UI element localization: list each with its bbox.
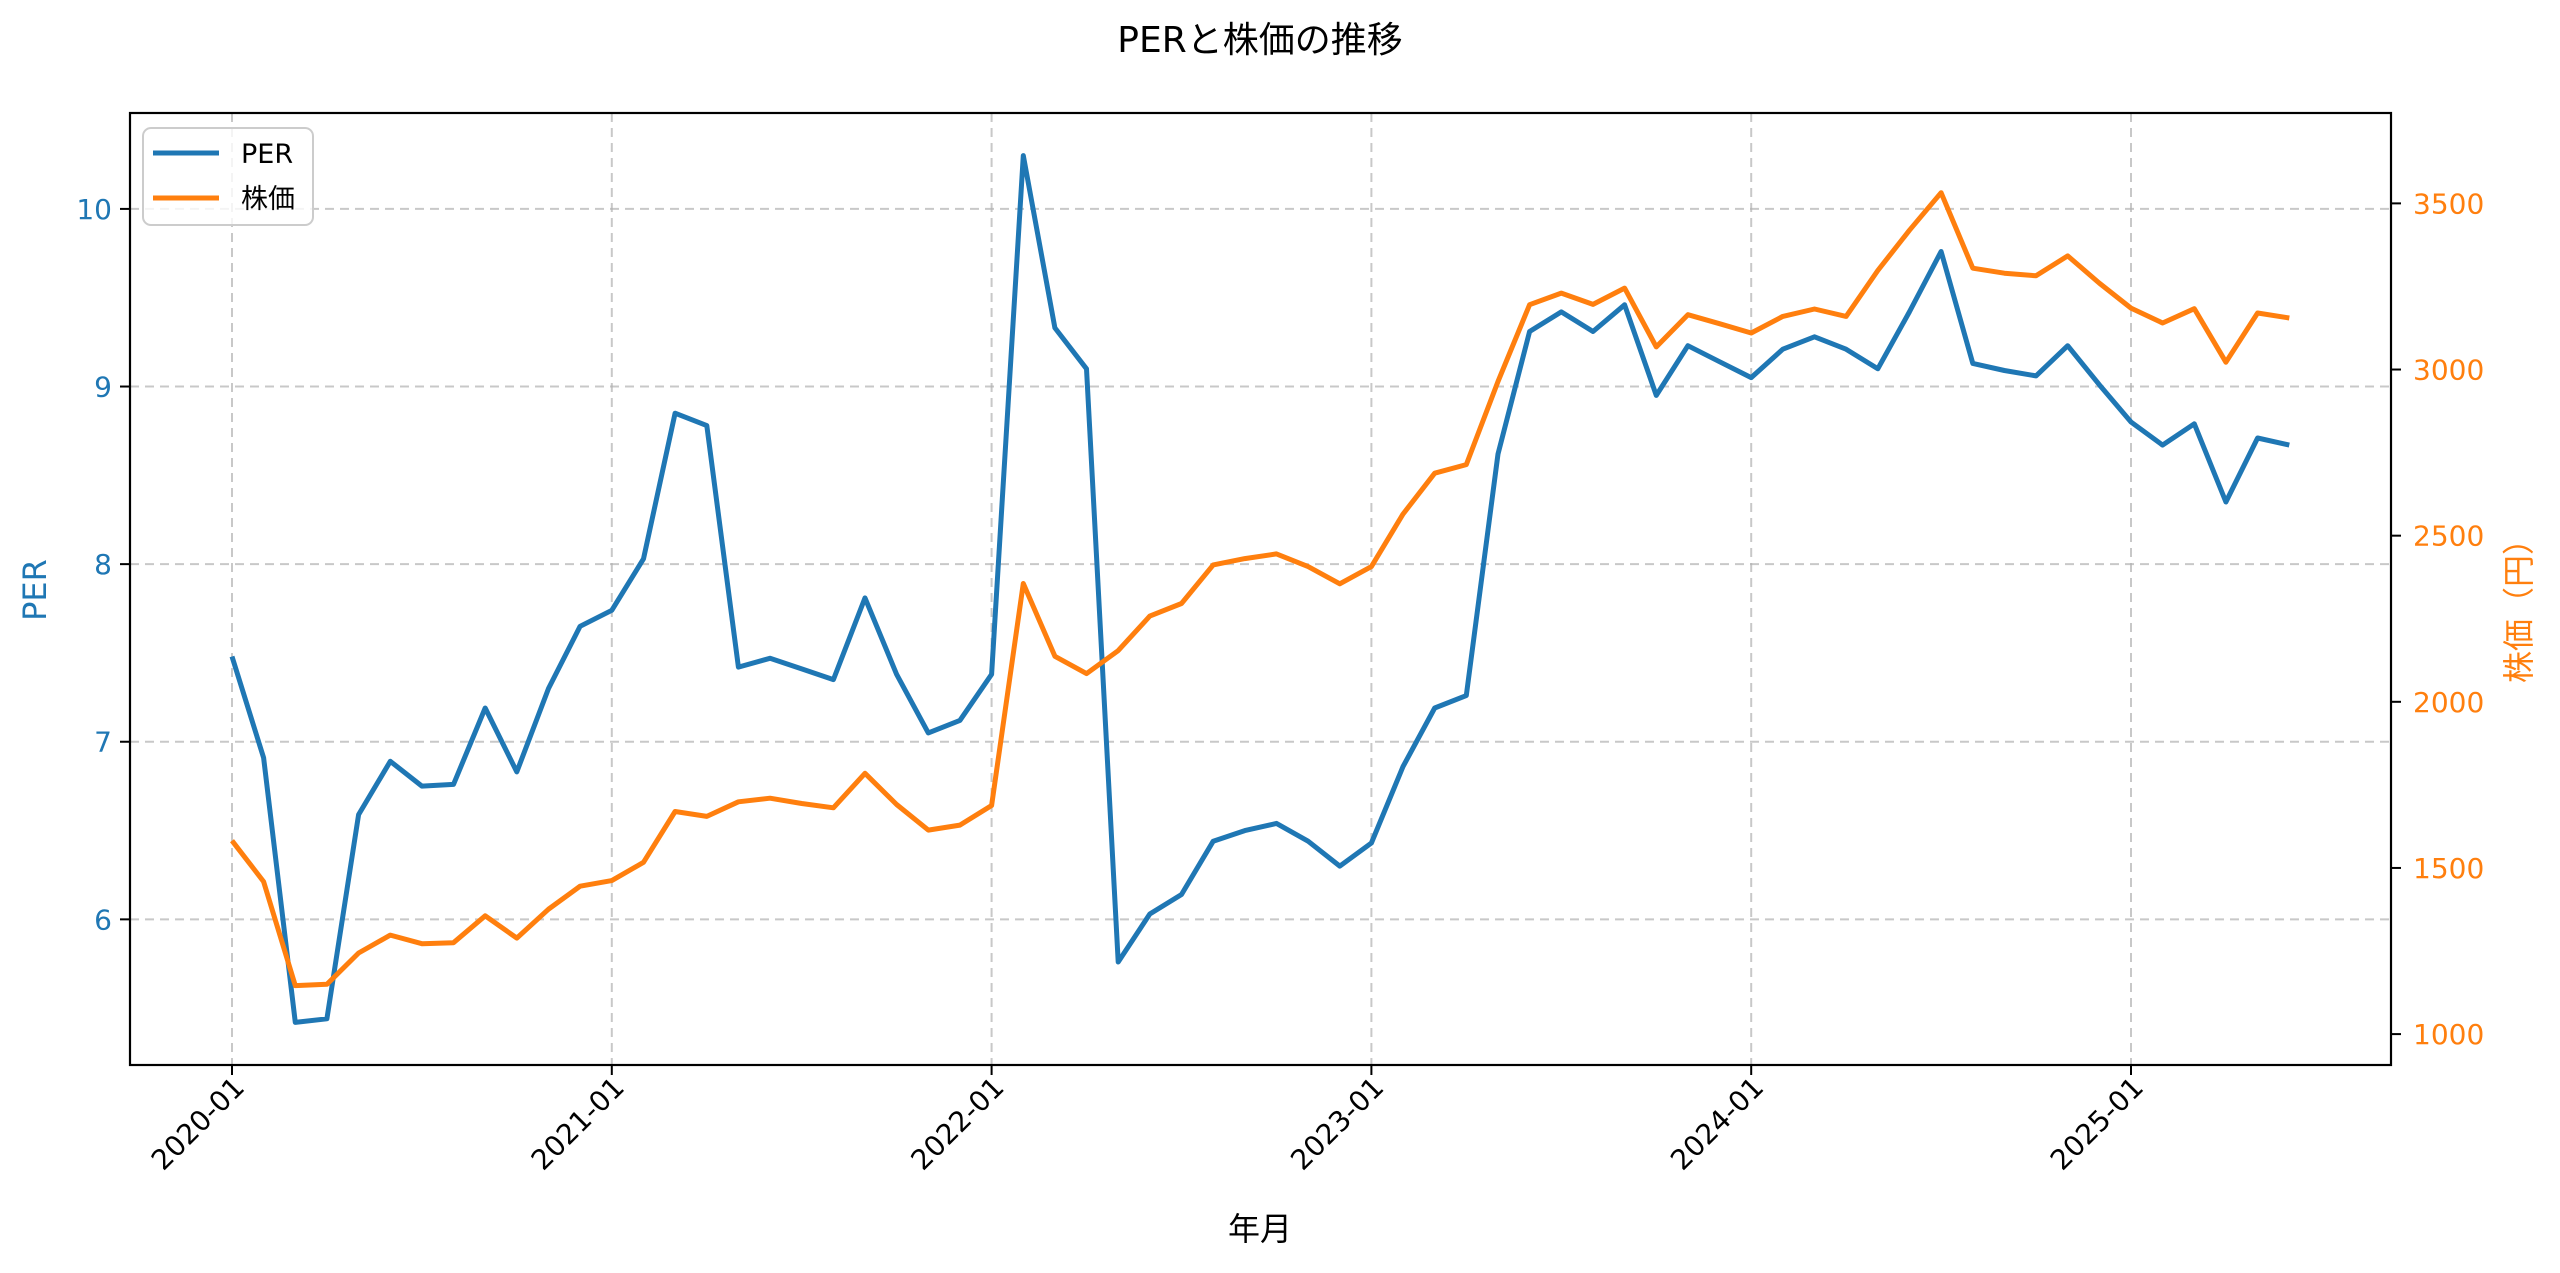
axes-frame	[128, 111, 2393, 1067]
legend: PER 株価	[142, 127, 314, 226]
x-axis-label: 年月	[1228, 1210, 1292, 1248]
right-y-axis-label: 株価（円）	[2500, 523, 2538, 683]
left-y-axis-label: PER	[16, 559, 54, 621]
right-y-tick-label: 3500	[2413, 187, 2484, 220]
x-tick-label: 2020-01	[145, 1071, 251, 1177]
right-y-axis: 1000 1500 2000 2500 3000 3500	[2391, 187, 2484, 1051]
left-y-tick-label: 9	[94, 371, 112, 404]
left-y-axis: 6 7 8 9 10	[76, 193, 130, 936]
per-line	[229, 153, 2290, 1025]
plot-series	[229, 153, 2290, 1025]
x-axis: 2020-01 2021-01 2022-01 2023-01 2024-01 2025-…	[145, 1065, 2150, 1177]
x-tick-label: 2024-01	[1664, 1071, 1770, 1177]
left-y-tick-label: 6	[94, 903, 112, 936]
legend-label-per: PER	[241, 139, 293, 170]
x-tick-label: 2023-01	[1284, 1071, 1390, 1177]
right-y-tick-label: 2500	[2413, 520, 2484, 553]
grid-lines	[130, 113, 2391, 1065]
right-y-tick-label: 1000	[2413, 1018, 2484, 1051]
stock-price-line	[230, 190, 2290, 989]
right-y-tick-label: 1500	[2413, 852, 2484, 885]
right-y-tick-label: 2000	[2413, 686, 2484, 719]
left-y-tick-label: 7	[94, 726, 112, 759]
x-tick-label: 2021-01	[525, 1071, 631, 1177]
x-tick-label: 2025-01	[2044, 1071, 2150, 1177]
x-tick-label: 2022-01	[904, 1071, 1010, 1177]
legend-label-stock-price: 株価	[241, 184, 295, 215]
left-y-tick-label: 8	[94, 548, 112, 581]
chart-title: PERと株価の推移	[1117, 20, 1402, 61]
right-y-tick-label: 3000	[2413, 354, 2484, 387]
left-y-tick-label: 10	[76, 193, 112, 226]
